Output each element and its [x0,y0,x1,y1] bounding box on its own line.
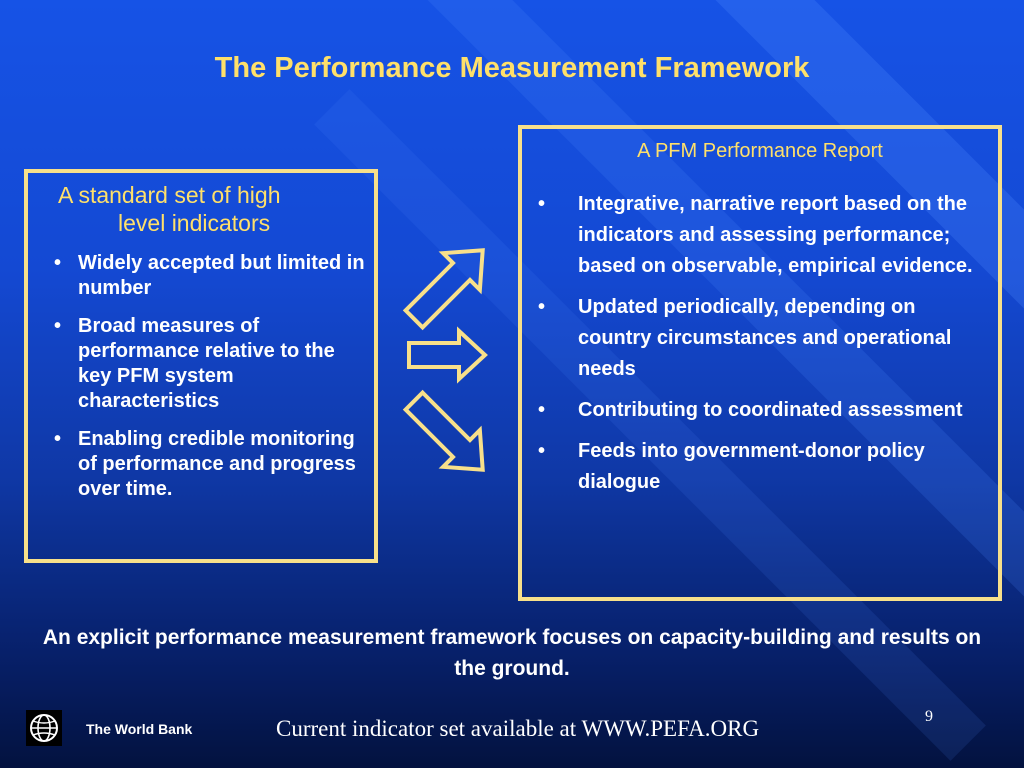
arrows-group [402,248,488,472]
arrow-down-right-icon [402,389,485,472]
report-bullet: Integrative, narrative report based on t… [536,189,976,282]
globe-icon [30,714,58,742]
report-heading: A PFM Performance Report [637,140,883,162]
page-number: 9 [925,708,933,725]
report-bullet: Feeds into government-donor policy dialo… [536,436,976,498]
arrow-right-icon [407,326,488,384]
indicators-list: Widely accepted but limited in number Br… [50,251,368,515]
report-box: A PFM Performance Report Integrative, na… [518,125,1002,601]
world-bank-logo [26,710,62,746]
report-bullet: Contributing to coordinated assessment [536,395,976,426]
footer-brand: The World Bank [86,721,193,737]
report-bullet: Updated periodically, depending on count… [536,292,976,385]
report-list: Integrative, narrative report based on t… [536,189,976,508]
indicators-heading: A standard set of high level indicators [58,181,368,237]
indicators-heading-line1: A standard set of high [58,182,281,208]
indicators-bullet: Enabling credible monitoring of performa… [50,427,368,502]
slide-title: The Performance Measurement Framework [214,52,810,84]
footer-note: Current indicator set available at WWW.P… [276,716,760,741]
indicators-bullet: Broad measures of performance relative t… [50,314,368,414]
indicators-bullet: Widely accepted but limited in number [50,251,368,301]
conclusion-text: An explicit performance measurement fram… [42,626,982,680]
arrow-up-right-icon [402,248,485,331]
indicators-heading-line2: level indicators [118,210,271,236]
indicators-box: A standard set of high level indicators … [24,169,378,563]
